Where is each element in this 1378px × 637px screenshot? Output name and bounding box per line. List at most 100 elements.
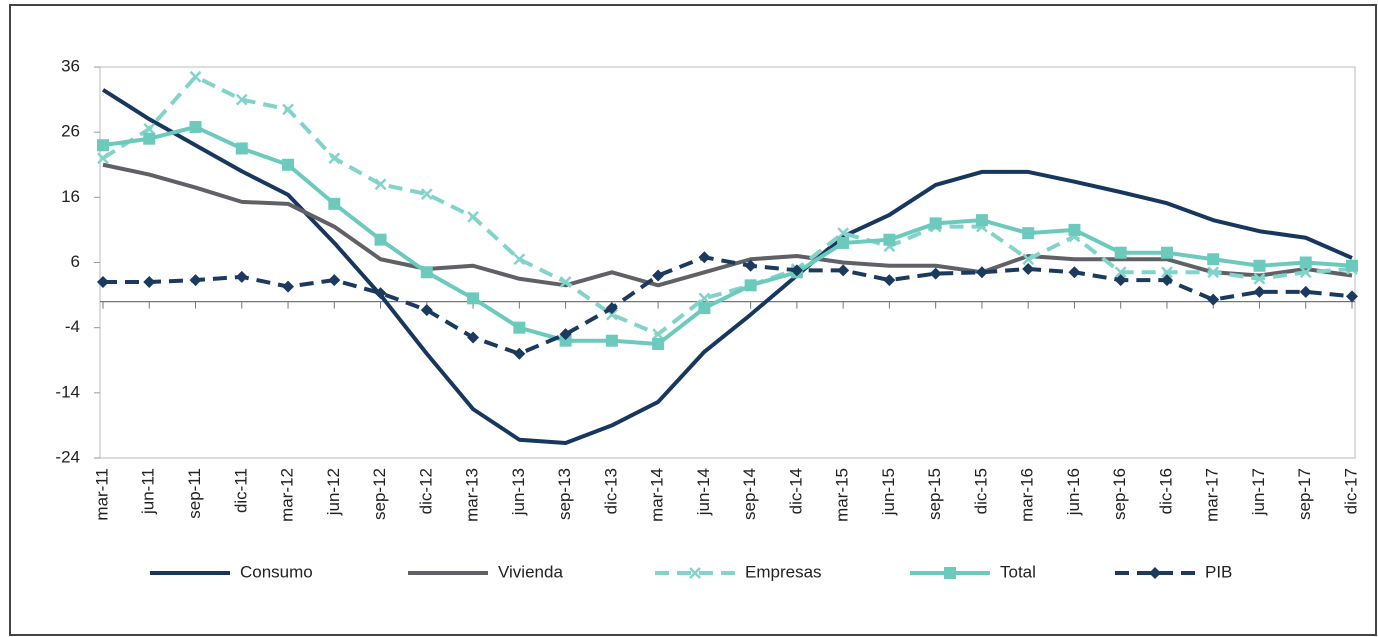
point-marker [467, 331, 480, 344]
y-tick-label: -24 [55, 447, 80, 466]
x-tick-label: sep-15 [925, 468, 944, 520]
point-marker [698, 302, 711, 315]
x-tick-label: mar-12 [278, 468, 297, 522]
point-marker [652, 328, 664, 341]
point-marker [1207, 253, 1220, 266]
point-marker [698, 251, 711, 264]
point-marker [467, 210, 479, 223]
point-marker [420, 266, 433, 279]
point-marker [328, 152, 341, 165]
point-marker [143, 276, 156, 289]
x-tick-label: jun-14 [694, 468, 713, 516]
point-marker [1299, 285, 1312, 298]
x-tick-label: sep-14 [740, 468, 759, 520]
point-marker [652, 337, 665, 350]
point-marker [1253, 285, 1266, 298]
point-marker [837, 236, 850, 249]
x-tick-label: sep-12 [370, 468, 389, 520]
point-marker [559, 328, 572, 341]
series-line [101, 88, 1353, 446]
x-tick-label: dic-11 [231, 468, 250, 513]
point-marker [328, 274, 341, 287]
point-marker [1346, 290, 1358, 303]
point-marker [1207, 293, 1220, 306]
point-marker [1207, 266, 1220, 279]
point-marker [1114, 246, 1127, 259]
x-tick-label: dic-17 [1341, 468, 1360, 514]
x-tick-label: mar-16 [1018, 468, 1037, 522]
point-marker [235, 93, 248, 106]
point-marker [143, 123, 156, 135]
point-marker [1299, 256, 1312, 269]
x-tick-label: sep-16 [1110, 468, 1129, 520]
legend-label: PIB [1205, 562, 1232, 581]
point-marker [97, 139, 109, 152]
legend-marker [1149, 567, 1161, 579]
point-marker [328, 197, 341, 210]
point-marker [1114, 266, 1127, 279]
legend-label: Consumo [240, 562, 313, 581]
point-marker [513, 321, 526, 334]
point-marker [790, 264, 803, 277]
point-marker [1161, 266, 1173, 279]
point-marker [1022, 263, 1035, 276]
point-marker [1068, 223, 1081, 236]
point-marker [929, 217, 942, 230]
point-marker [1068, 266, 1081, 279]
point-marker [374, 233, 387, 246]
point-marker [837, 227, 850, 240]
point-marker [467, 292, 480, 305]
point-marker [374, 287, 387, 300]
x-tick-label: sep-17 [1295, 468, 1314, 520]
y-tick-label: -14 [55, 382, 80, 401]
x-tick-label: jun-11 [139, 468, 158, 515]
frame [9, 4, 1377, 636]
x-tick-label: sep-11 [185, 468, 204, 519]
point-marker [189, 120, 202, 133]
x-tick-label: mar-14 [648, 468, 667, 522]
point-marker [744, 259, 757, 272]
y-tick-label: 16 [61, 187, 80, 206]
series-line [101, 74, 1353, 337]
point-marker [1022, 227, 1035, 240]
y-tick-label: 6 [71, 252, 80, 271]
x-tick-label: dic-15 [971, 468, 990, 514]
point-marker [975, 214, 988, 227]
x-tick-label: dic-16 [1156, 468, 1175, 514]
point-marker [282, 158, 295, 171]
point-marker [1114, 274, 1127, 287]
point-marker [975, 266, 988, 279]
point-marker [929, 267, 942, 280]
point-marker [189, 70, 202, 83]
point-marker [420, 304, 433, 317]
x-tick-label: jun-16 [1064, 468, 1083, 516]
point-marker [605, 334, 618, 347]
point-marker [1346, 259, 1358, 272]
legend-label: Empresas [745, 562, 822, 581]
y-tick-label: -4 [65, 317, 80, 336]
x-tick-label: mar-13 [463, 468, 482, 522]
point-marker [282, 280, 295, 293]
point-marker [1299, 266, 1312, 279]
point-marker [559, 276, 572, 288]
point-marker [1253, 272, 1266, 285]
point-marker [1160, 246, 1173, 259]
point-marker [1160, 274, 1173, 287]
point-marker [698, 292, 711, 305]
x-tick-label: jun-12 [324, 468, 343, 516]
x-tick-label: jun-15 [879, 468, 898, 516]
x-tick-label: dic-13 [601, 468, 620, 514]
y-tick-label: 36 [61, 56, 80, 75]
y-tick-label: 26 [61, 122, 80, 141]
point-marker [652, 269, 665, 282]
x-tick-label: sep-13 [555, 468, 574, 520]
x-tick-label: mar-11 [92, 468, 111, 521]
legend-label: Total [1000, 562, 1036, 581]
legend-label: Vivienda [498, 562, 563, 581]
point-marker [883, 233, 896, 246]
point-marker [883, 274, 896, 287]
point-marker [374, 178, 387, 191]
x-tick-label: mar-17 [1203, 468, 1222, 522]
point-marker [559, 334, 572, 347]
